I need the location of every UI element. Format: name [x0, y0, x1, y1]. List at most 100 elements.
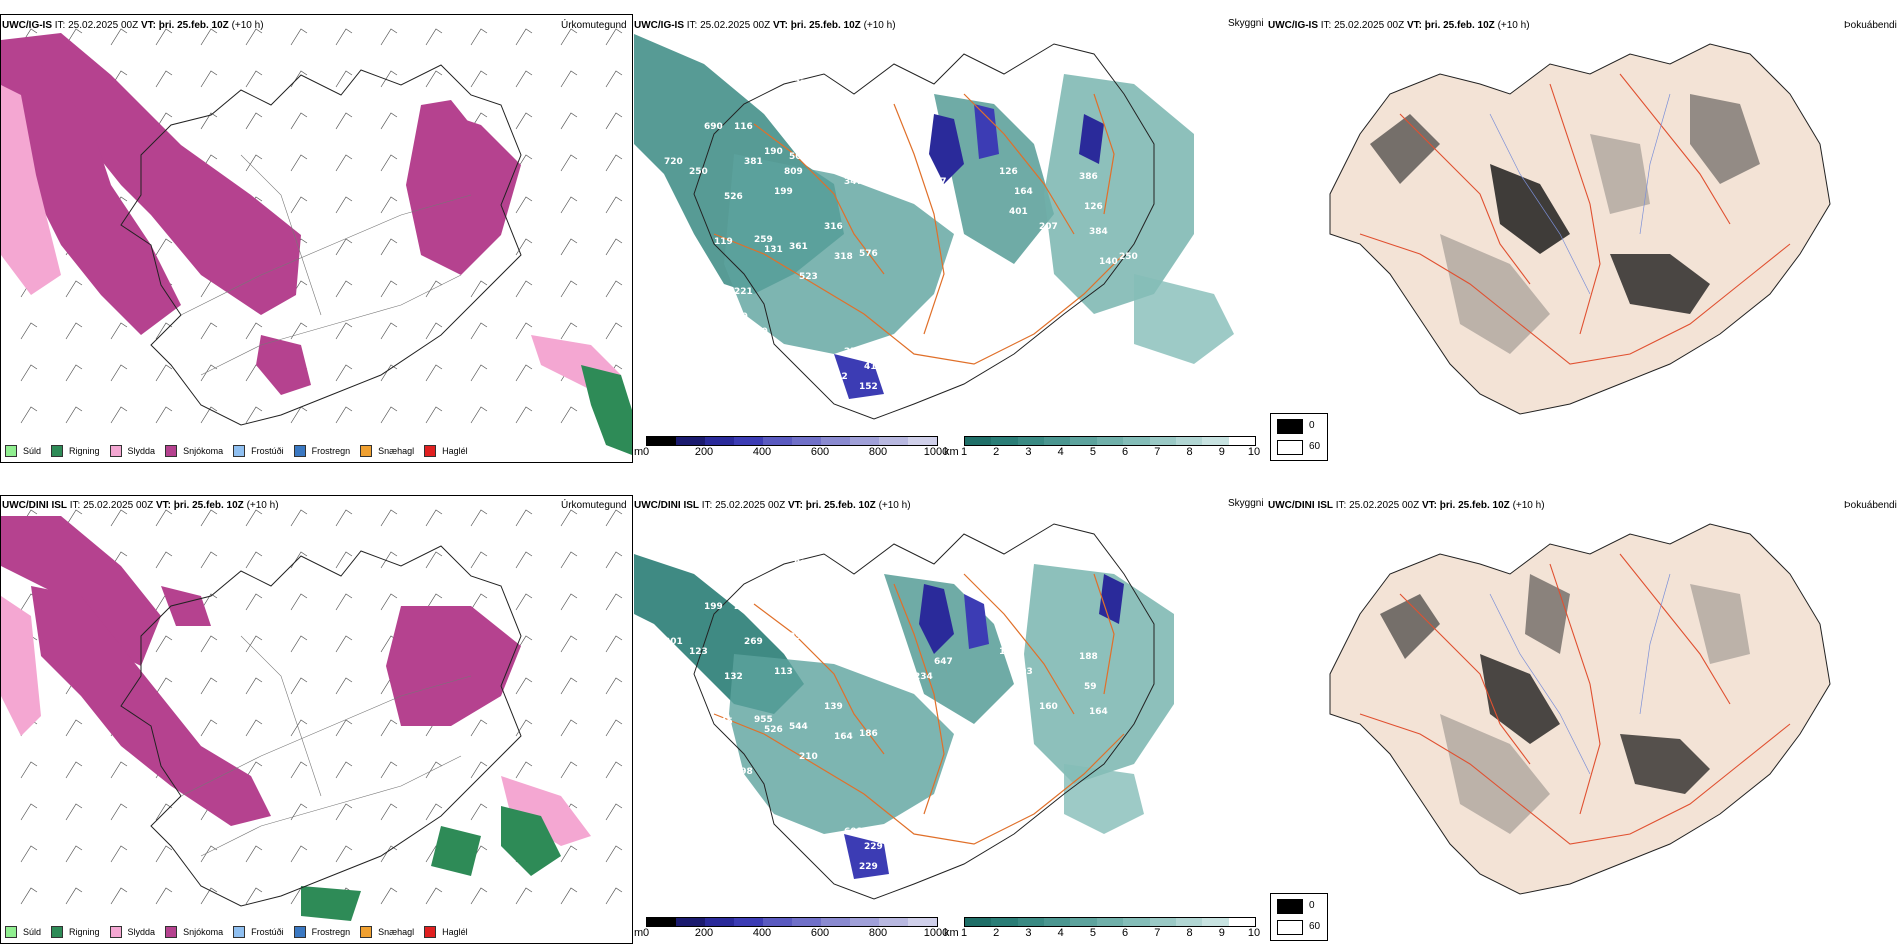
colorbar-segment [647, 918, 676, 926]
legend-label: Snæhagl [378, 927, 415, 937]
visibility-value-label: 647 [934, 657, 953, 667]
visibility-value-labels: 353 160 690 116 237 190 503 720 381 250 809 199 526 3… [664, 79, 1138, 407]
wind-barb [110, 887, 128, 905]
legend-label: Rigning [69, 927, 100, 937]
precip-panel-name: Úrkomutegund [561, 20, 627, 31]
wind-barb [20, 406, 38, 424]
visibility-value-label: 160 [824, 99, 843, 109]
wind-barb [470, 551, 488, 569]
wind-barb [200, 887, 218, 905]
wind-barb [515, 280, 533, 298]
fog-index-map [1329, 523, 1831, 895]
colorbar-segment [1228, 918, 1255, 926]
colorbar-tick: 0 [642, 446, 650, 458]
colorbar-segment [991, 918, 1018, 926]
precip-panel-name: Úrkomutegund [561, 500, 627, 511]
visibility-value-label: 58 [804, 397, 817, 407]
row-2: Súld Rigning Slydda Snjókoma Frostúði Frostre… [0, 480, 1900, 950]
colorbar-segment [908, 918, 937, 926]
model-name: UWC/IG-IS [634, 20, 684, 31]
fog-dark-area [1480, 654, 1560, 744]
wind-barb [245, 112, 263, 130]
wind-barb [200, 593, 218, 611]
fog-dark-area [1380, 594, 1440, 659]
visibility-value-label: 199 [704, 602, 723, 612]
visibility-value-label: 234 [914, 672, 933, 682]
visibility-value-label: 164 [1014, 187, 1033, 197]
wind-barb [380, 887, 398, 905]
wind-barb [200, 635, 218, 653]
wind-barb [425, 364, 443, 382]
legend-label: Snjókoma [183, 927, 224, 937]
fog-legend-low: 0 [1309, 900, 1315, 911]
colorbar-tick: 0 [642, 927, 650, 939]
model-name: UWC/DINI ISL [1268, 500, 1333, 511]
wind-barb [20, 364, 38, 382]
wind-barb [335, 28, 353, 46]
colorbar-tick: 2 [993, 927, 1000, 939]
wind-barb [425, 593, 443, 611]
legend-swatch [165, 445, 178, 457]
colorbar-segment [850, 918, 879, 926]
wind-barb [515, 551, 533, 569]
very-low-visibility-area [929, 114, 964, 184]
init-time: IT: 25.02.2025 00Z [1335, 500, 1420, 511]
wind-barb [155, 887, 173, 905]
wind-barb [380, 719, 398, 737]
fog-dark-area [1525, 574, 1570, 654]
legend-item: Frostúði [233, 445, 284, 457]
wind-barb [65, 761, 83, 779]
colorbar-tick: 9 [1218, 446, 1225, 458]
wind-barb [290, 803, 308, 821]
low-visibility-area [934, 94, 1054, 264]
wind-barb [20, 845, 38, 863]
colorbar-segment [821, 437, 850, 445]
wind-barb [605, 719, 623, 737]
wind-barb [65, 280, 83, 298]
legend-swatch [109, 926, 122, 938]
fog-panel-name: Þokuábendi [1844, 500, 1897, 511]
fog-gray-area [1690, 584, 1750, 664]
colorbar-segment [734, 437, 763, 445]
wind-barb [470, 70, 488, 88]
visibility-value-labels: 893 825 199 208 187 515 290 201 269 123 156 113 132 4… [664, 559, 1108, 887]
init-time: IT: 25.02.2025 00Z [701, 500, 786, 511]
wind-barb [515, 28, 533, 46]
fog-legend: 0 60 [1270, 893, 1328, 941]
colorbar-tick: 1000 [923, 446, 949, 458]
visibility-value-label: 401 [1009, 207, 1028, 217]
wind-barb [425, 28, 443, 46]
colorbar-segment [850, 437, 879, 445]
colorbar-segment [763, 918, 792, 926]
wind-barb [20, 803, 38, 821]
wind-barb [335, 803, 353, 821]
wind-barb [515, 406, 533, 424]
wind-barb [245, 761, 263, 779]
wind-barb [560, 677, 578, 695]
visibility-value-label: 208 [734, 602, 753, 612]
fog-legend-high: 60 [1309, 441, 1321, 452]
visibility-value-label: 250 [1119, 252, 1138, 262]
wind-barb [65, 845, 83, 863]
wind-barb [335, 677, 353, 695]
wind-barb [290, 196, 308, 214]
wind-barb [200, 322, 218, 340]
visibility-value-label: 526 [724, 192, 743, 202]
model-name: UWC/DINI ISL [634, 500, 699, 511]
fog-index-map [1329, 43, 1831, 415]
visibility-value-label: 50 [829, 392, 842, 402]
visibility-value-label: 450 [749, 807, 768, 817]
visibility-value-label: 361 [789, 242, 808, 252]
colorbar-segment [1202, 437, 1229, 445]
wind-barb [335, 70, 353, 88]
snow-area [161, 586, 211, 626]
wind-barb [335, 551, 353, 569]
wind-barb [515, 761, 533, 779]
wind-barb [110, 28, 128, 46]
legend-item: Frostregn [293, 926, 350, 938]
sleet-area [1, 596, 41, 736]
visibility-value-label: 515 [764, 627, 783, 637]
wind-barb [245, 677, 263, 695]
wind-barb [605, 551, 623, 569]
very-low-visibility-area [919, 584, 954, 654]
